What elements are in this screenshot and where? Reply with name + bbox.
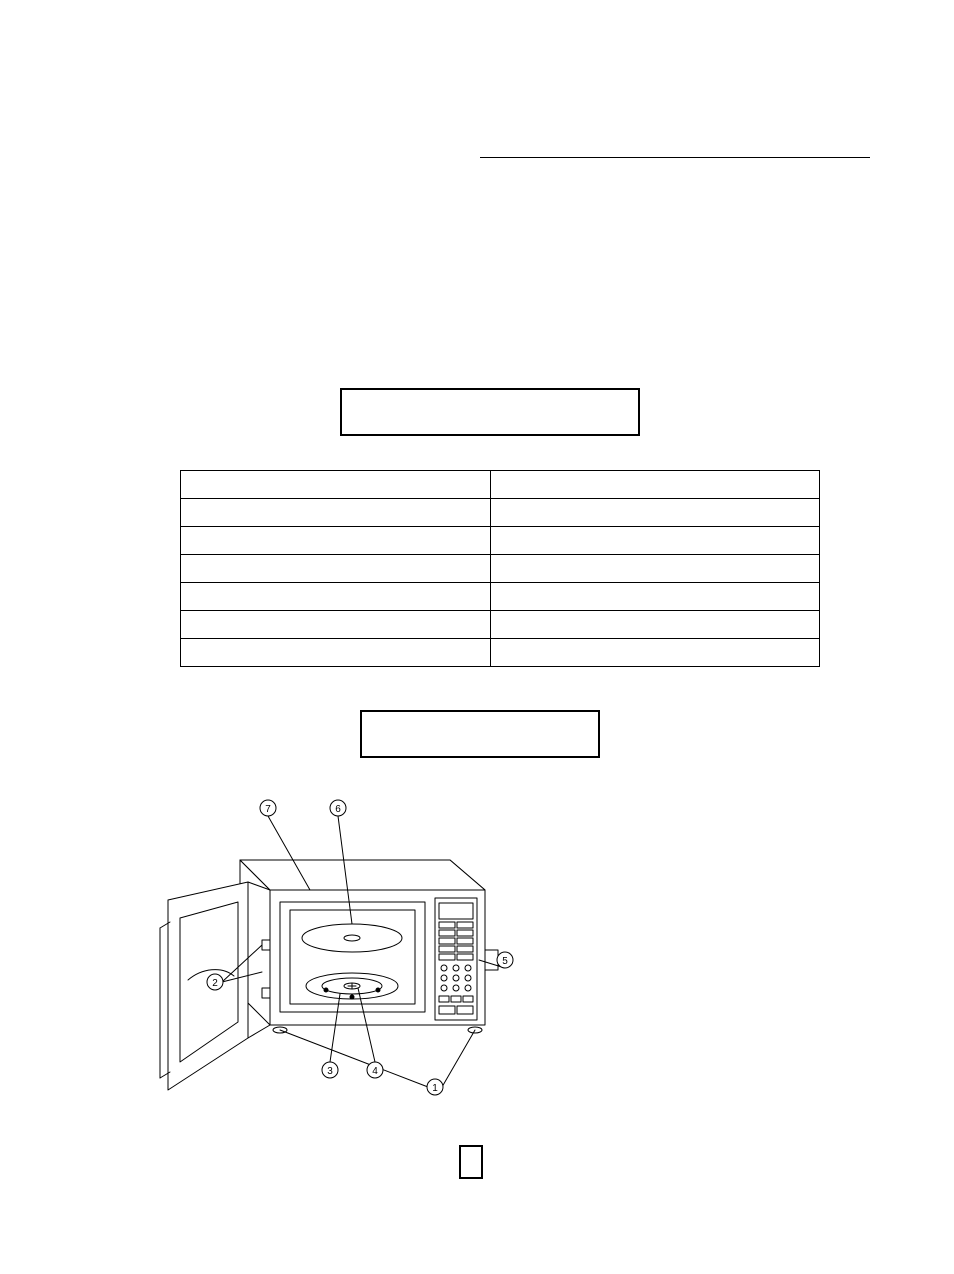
spec-value-cell bbox=[490, 555, 819, 583]
spec-value-cell bbox=[490, 639, 819, 667]
callout-4: 4 bbox=[372, 1066, 378, 1077]
table-row bbox=[181, 471, 820, 499]
section-heading-box-1 bbox=[340, 388, 640, 436]
spec-value-cell bbox=[490, 471, 819, 499]
spec-label-cell bbox=[181, 527, 491, 555]
specifications-table bbox=[180, 470, 820, 667]
table-row bbox=[181, 611, 820, 639]
spec-value-cell bbox=[490, 499, 819, 527]
callout-2: 2 bbox=[212, 978, 218, 989]
microwave-svg: 7 6 2 3 4 1 5 bbox=[130, 790, 550, 1120]
table-row bbox=[181, 499, 820, 527]
callout-7: 7 bbox=[265, 804, 271, 815]
header-rule bbox=[480, 157, 870, 158]
callout-6: 6 bbox=[335, 804, 341, 815]
spec-value-cell bbox=[490, 583, 819, 611]
microwave-diagram: 7 6 2 3 4 1 5 bbox=[130, 790, 550, 1120]
document-page: 7 6 2 3 4 1 5 bbox=[0, 0, 954, 1274]
spec-label-cell bbox=[181, 471, 491, 499]
spec-value-cell bbox=[490, 611, 819, 639]
page-number-box bbox=[459, 1145, 483, 1179]
spec-label-cell bbox=[181, 555, 491, 583]
table-row bbox=[181, 639, 820, 667]
specifications-table-body bbox=[181, 471, 820, 667]
spec-label-cell bbox=[181, 499, 491, 527]
spec-label-cell bbox=[181, 639, 491, 667]
table-row bbox=[181, 583, 820, 611]
callout-5: 5 bbox=[502, 956, 508, 967]
callout-3: 3 bbox=[327, 1066, 333, 1077]
table-row bbox=[181, 555, 820, 583]
section-heading-box-2 bbox=[360, 710, 600, 758]
spec-value-cell bbox=[490, 527, 819, 555]
table-row bbox=[181, 527, 820, 555]
callout-1: 1 bbox=[432, 1083, 438, 1094]
spec-label-cell bbox=[181, 583, 491, 611]
spec-label-cell bbox=[181, 611, 491, 639]
